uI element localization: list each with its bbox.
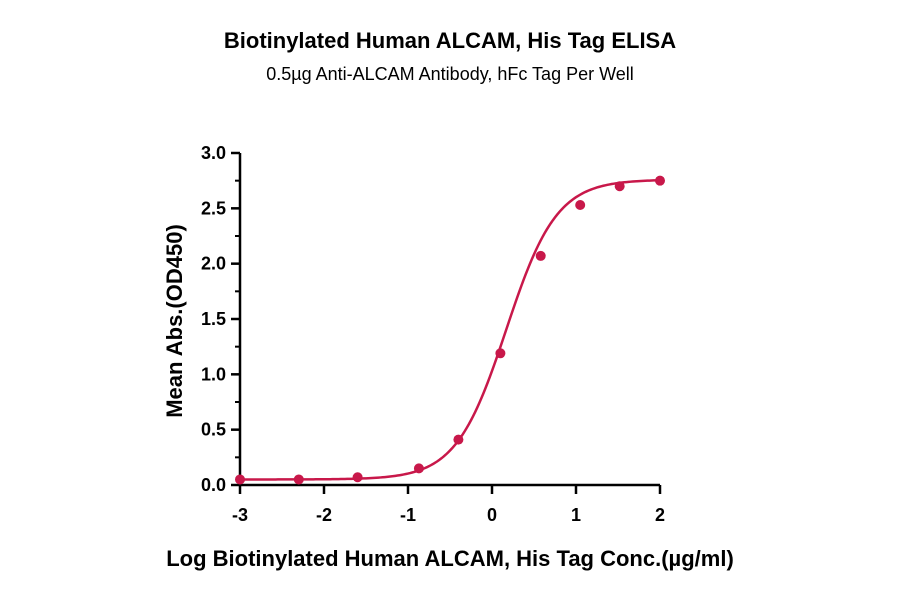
- chart-subtitle: 0.5µg Anti-ALCAM Antibody, hFc Tag Per W…: [266, 64, 634, 84]
- data-point: [535, 250, 546, 261]
- x-axis-title: Log Biotinylated Human ALCAM, His Tag Co…: [166, 546, 734, 571]
- chart-title: Biotinylated Human ALCAM, His Tag ELISA: [223, 28, 677, 53]
- y-tick-label: 0.0: [201, 475, 226, 495]
- y-tick-label: 1.0: [201, 364, 226, 384]
- data-point: [235, 474, 245, 485]
- x-tick-label: 0: [487, 505, 497, 525]
- x-tick-label: 2: [655, 505, 665, 525]
- data-point: [575, 200, 586, 211]
- x-tick-label: ‐3: [232, 505, 248, 525]
- data-point: [495, 348, 506, 359]
- data-point: [413, 463, 424, 474]
- x-tick-label: ‐2: [316, 505, 332, 525]
- x-tick-label: ‐1: [400, 505, 416, 525]
- fit-curve: [240, 178, 661, 481]
- y-axis-title: Mean Abs.(OD450): [162, 224, 187, 418]
- data-point: [655, 175, 665, 186]
- data-point: [352, 472, 363, 483]
- y-tick-label: 0.5: [201, 420, 226, 440]
- x-tick-label: 1: [571, 505, 581, 525]
- y-tick-label: 2.5: [201, 198, 226, 218]
- y-tick-label: 3.0: [201, 143, 226, 163]
- y-tick-label: 1.5: [201, 309, 226, 329]
- data-point: [293, 474, 304, 485]
- data-point: [453, 434, 464, 445]
- y-tick-label: 2.0: [201, 254, 226, 274]
- data-point: [614, 181, 625, 192]
